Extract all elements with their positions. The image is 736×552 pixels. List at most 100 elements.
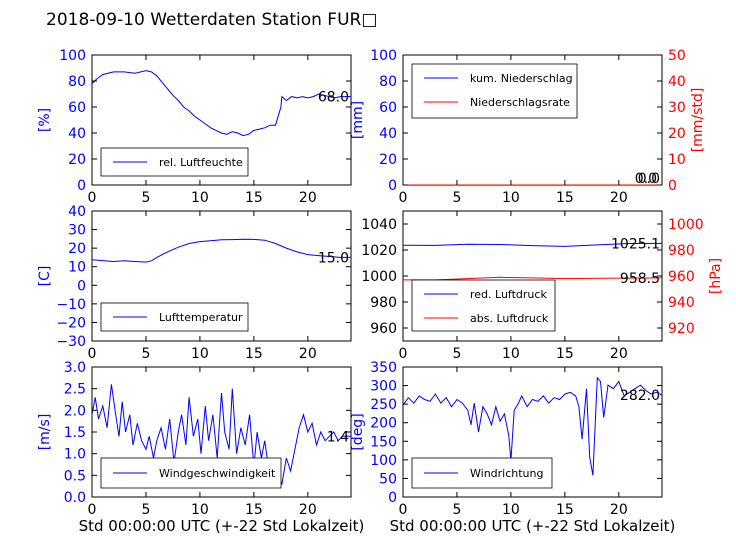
y-tick-label: 40 [68,126,86,142]
series-line-temperature-0 [92,238,351,263]
x-tick-label: 10 [191,190,209,206]
y-tick-label: 3.0 [64,360,86,376]
x-tick-label: 0 [88,190,97,206]
legend-label: Windgeschwindigkeit [159,467,276,480]
legend-box-pressure [411,279,556,332]
legend-label: abs. Luftdruck [470,312,549,325]
y-tick-label: 0 [77,178,86,194]
y-tick-label: −10 [56,297,86,313]
y-tick-label: 250 [370,397,397,413]
x-tick-label: 20 [299,190,317,206]
y-tick-label: 10 [68,260,86,276]
y-tick-label: 1.0 [64,447,86,463]
y-tick-label: 2.5 [64,382,86,398]
x-tick-label: 10 [191,346,209,362]
x-tick-label: 10 [502,502,520,518]
y-tick-label: 0.0 [64,490,86,506]
y-axis-label-right: [hPa] [708,258,724,294]
x-axis-label: Std 00:00:00 UTC (+-22 Std Lokalzeit) [390,517,676,535]
y-tick-label: 2.0 [64,403,86,419]
x-tick-label: 15 [245,502,263,518]
legend-label: Niederschlagsrate [470,96,570,109]
series-line-humidity-0 [92,70,351,137]
last-value-label: 1.4 [327,429,349,445]
x-tick-label: 20 [610,346,628,362]
y-tick-label: 350 [370,360,397,376]
x-tick-label: 0 [88,502,97,518]
x-tick-label: 10 [502,346,520,362]
y-axis-label: [C] [37,266,53,287]
x-tick-label: 20 [299,502,317,518]
last-value-label: 68.0 [318,90,349,106]
x-tick-label: 5 [141,502,150,518]
x-tick-label: 15 [556,502,574,518]
y-tick-label-right: 920 [668,321,695,337]
x-tick-label: 5 [452,346,461,362]
x-tick-label: 20 [610,190,628,206]
legend-box-precipitation [411,63,578,119]
y-tick-label: 60 [68,100,86,116]
y-tick-label: 0 [388,490,397,506]
y-tick-label-right: 980 [668,243,695,259]
legend-label: Windrichtung [470,467,543,480]
y-axis-label: [m/s] [37,414,53,451]
last-value-label: 0.0 [638,171,660,187]
last-value-label: 15.0 [318,250,349,266]
y-tick-label: 20 [379,152,397,168]
y-tick-label: −20 [56,315,86,331]
y-tick-label: 80 [68,74,86,90]
y-tick-label-right: 0 [668,178,677,194]
y-tick-label-right: 10 [668,152,686,168]
y-tick-label: 100 [370,453,397,469]
y-tick-label: 980 [370,295,397,311]
y-tick-label: 0 [388,178,397,194]
y-tick-label: 50 [379,471,397,487]
y-tick-label: 300 [370,379,397,395]
x-tick-label: 0 [399,502,408,518]
series-line-wind-direction-0 [403,376,662,476]
last-value-label-2: 0.0 [635,171,657,187]
y-tick-label: 0.5 [64,468,86,484]
y-tick-label: 1.5 [64,425,86,441]
x-tick-label: 15 [245,190,263,206]
y-tick-label: 30 [68,223,86,239]
plot-frame-wind-direction [402,366,663,498]
x-tick-label: 20 [299,346,317,362]
y-tick-label: 0 [77,278,86,294]
series-line-pressure-0 [403,242,662,247]
plot-frame-humidity [91,54,352,186]
y-tick-label: 100 [59,48,86,64]
x-tick-label: 10 [502,190,520,206]
legend-label: rel. Luftfeuchte [159,156,243,169]
last-value-label: 1025.1 [611,236,660,252]
x-tick-label: 15 [556,346,574,362]
y-tick-label: 1040 [361,217,397,233]
last-value-label: 282.0 [620,388,660,404]
series-line-pressure-1 [403,276,662,281]
y-tick-label: 1020 [361,243,397,259]
legend-label: kum. Niederschlag [470,72,573,85]
y-tick-label: 80 [379,74,397,90]
y-axis-label: [%] [37,108,53,132]
y-axis-label: [mm] [350,101,366,139]
y-tick-label-right: 940 [668,295,695,311]
x-tick-label: 0 [399,346,408,362]
x-tick-label: 0 [399,190,408,206]
y-tick-label: 1000 [361,269,397,285]
x-tick-label: 0 [88,346,97,362]
x-tick-label: 15 [245,346,263,362]
x-tick-label: 15 [556,190,574,206]
y-axis-label: [deg] [350,413,366,450]
y-tick-label: 150 [370,434,397,450]
y-axis-label-right: [mm/std] [690,88,706,153]
x-tick-label: 5 [452,190,461,206]
y-tick-label-right: 1000 [668,217,704,233]
y-tick-label: −30 [56,334,86,350]
y-tick-label: 60 [379,100,397,116]
y-tick-label: 100 [370,48,397,64]
legend-label: red. Luftdruck [470,288,547,301]
y-tick-label: 20 [68,241,86,257]
x-tick-label: 10 [191,502,209,518]
x-tick-label: 5 [141,346,150,362]
